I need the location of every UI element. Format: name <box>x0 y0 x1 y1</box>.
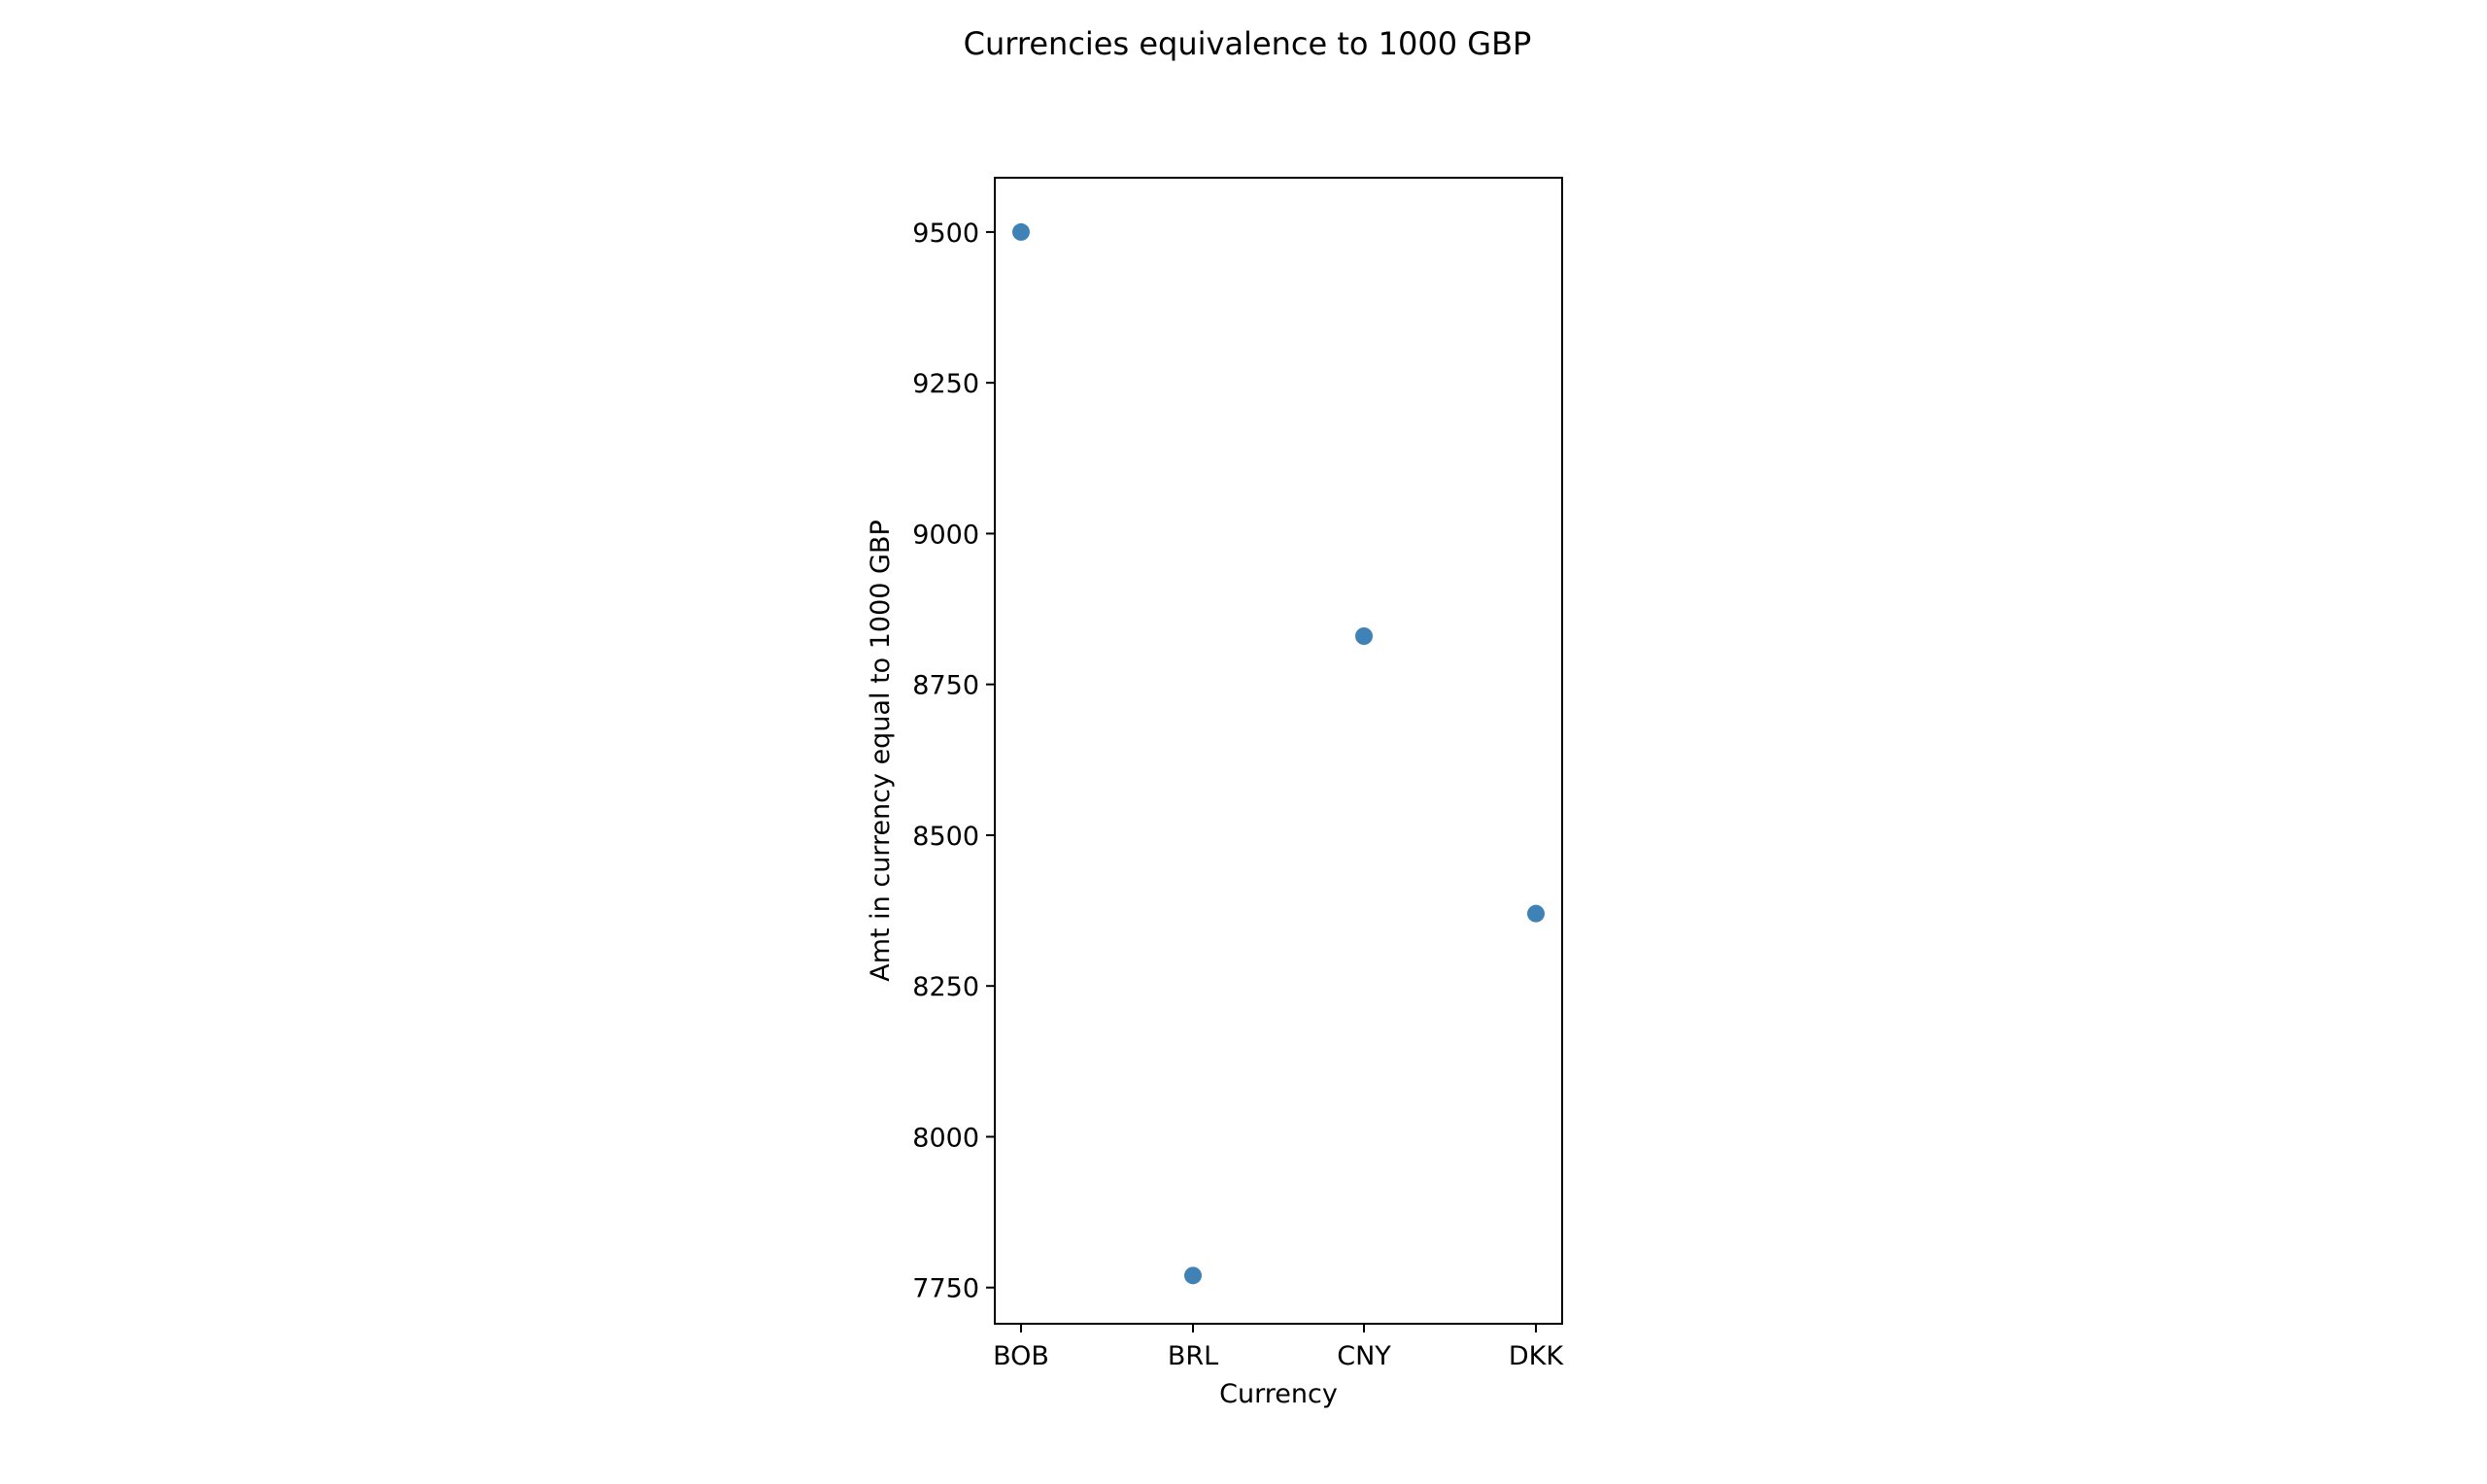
x-tick-label: BOB <box>993 1341 1049 1371</box>
y-tick-label: 7750 <box>912 1274 979 1304</box>
y-tick-label: 9250 <box>912 369 979 399</box>
x-tick-label: CNY <box>1337 1341 1391 1371</box>
data-point-brl <box>1184 1266 1202 1285</box>
y-tick-label: 8500 <box>912 822 979 852</box>
data-point-bob <box>1012 222 1030 241</box>
x-tick-label: DKK <box>1509 1341 1564 1371</box>
x-axis-label: Currency <box>1219 1379 1338 1409</box>
data-point-dkk <box>1527 904 1545 923</box>
y-tick-label: 9000 <box>912 520 979 550</box>
y-tick-label: 9500 <box>912 219 979 249</box>
chart-title: Currencies equivalence to 1000 GBP <box>964 25 1532 62</box>
plot-area-frame <box>994 177 1563 1325</box>
y-tick-label: 8250 <box>912 972 979 1002</box>
x-axis: BOB BRL CNY DKK <box>993 1324 1564 1371</box>
y-tick-label: 8000 <box>912 1123 979 1153</box>
data-points <box>1012 222 1545 1285</box>
x-tick-label: BRL <box>1168 1341 1218 1371</box>
y-axis-label: Amt in currency equal to 1000 GBP <box>866 520 896 982</box>
y-tick-label: 8750 <box>912 671 979 701</box>
y-axis: 7750 8000 8250 8500 8750 9000 9250 9500 <box>912 219 995 1304</box>
data-point-cny <box>1355 627 1373 645</box>
